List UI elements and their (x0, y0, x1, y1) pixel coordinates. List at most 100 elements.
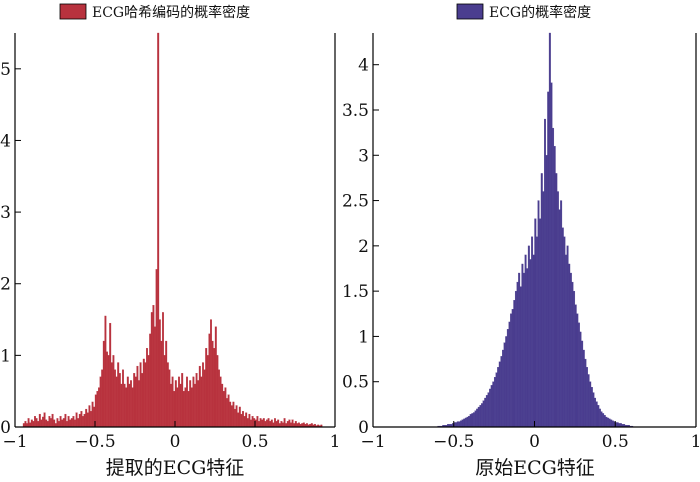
y-tick-label: 2.5 (342, 192, 369, 212)
histogram-bar (122, 369, 124, 428)
histogram-bar (603, 415, 606, 428)
histogram-bar (608, 418, 611, 428)
histogram-bar (474, 410, 477, 428)
histogram-bar (165, 340, 168, 428)
histogram-bar (210, 319, 212, 428)
y-tick-label: 5 (0, 60, 11, 80)
histogram-bar (565, 254, 567, 428)
legend-swatch (59, 3, 87, 20)
histogram-bar (154, 326, 156, 428)
x-tick-label: −1 (2, 432, 27, 452)
histogram-bar (144, 362, 147, 428)
histogram-bar (574, 304, 577, 428)
histogram-bar (506, 329, 509, 428)
histogram-bar (569, 272, 572, 428)
histogram-bar (238, 406, 241, 428)
histogram-bar (139, 362, 142, 428)
histogram-bar (222, 391, 225, 428)
histogram-bar (125, 387, 128, 428)
histogram-bar (298, 422, 300, 428)
histogram-bar (98, 387, 100, 428)
x-axis-label: 提取的ECG特征 (106, 457, 245, 479)
histogram-bar (117, 362, 120, 428)
histogram-bar (455, 422, 458, 428)
histogram-bar (607, 417, 609, 428)
y-tick-label: 3 (0, 203, 11, 223)
histogram-bar (460, 420, 462, 428)
histogram-bar (42, 416, 44, 428)
histogram-bar (162, 312, 164, 428)
histogram-bar (594, 397, 597, 428)
histogram-bar (133, 373, 136, 428)
left-chart: ECG哈希编码的概率密度 −1 −0.5 0 0.5 1 0 1 2 3 4 5 提取的ECG特征 (0, 3, 341, 479)
histogram-bar (189, 380, 192, 428)
y-tick-label: 0 (358, 418, 369, 438)
legend-swatch (456, 3, 484, 20)
histogram-bar (59, 416, 62, 428)
histogram-bar (24, 421, 27, 428)
histogram-bar (138, 380, 140, 428)
histogram-bar (489, 388, 492, 428)
histogram-bar (262, 418, 265, 428)
histogram-bar (521, 263, 524, 428)
histogram-bar (534, 218, 537, 428)
histogram-bar (157, 32, 160, 428)
histogram-bar (166, 362, 169, 428)
histogram-bar (595, 401, 598, 428)
histogram-bar (602, 413, 605, 428)
histogram-bar (497, 367, 500, 428)
histogram-bar (577, 322, 580, 428)
histogram-bar (584, 358, 587, 428)
histogram-bar (264, 421, 267, 428)
histogram-bar (548, 32, 551, 428)
histogram-bar (82, 416, 84, 428)
histogram-bar (272, 422, 275, 428)
x-tick-label: 0 (529, 432, 540, 452)
histogram-bar (131, 387, 134, 428)
histogram-bar (174, 380, 177, 428)
histogram-bar (45, 419, 48, 428)
histogram-bar (611, 420, 614, 428)
x-tick-label: −0.5 (433, 432, 474, 452)
histogram-bar (267, 418, 270, 428)
histogram-bar (561, 227, 564, 428)
histogram-bar (500, 356, 503, 428)
histogram-bar (516, 281, 519, 428)
histogram-bar (34, 416, 36, 428)
histogram-bar (102, 340, 105, 428)
histogram-bar (158, 319, 161, 428)
histogram-bar (245, 412, 248, 428)
histogram-bar (170, 383, 172, 428)
histogram-bar (261, 419, 264, 428)
histogram-bar (568, 263, 571, 428)
histogram-bar (192, 376, 195, 428)
histogram-bar (53, 419, 56, 428)
histogram-bar (258, 421, 260, 428)
histogram-bar (294, 421, 297, 428)
histogram-bar (524, 254, 527, 428)
histogram-bar (134, 376, 137, 428)
histogram-bar (526, 268, 529, 428)
histogram-bar (592, 392, 595, 428)
histogram-bar (141, 373, 144, 428)
histogram-bar (472, 412, 475, 428)
x-tick-label: 1 (330, 432, 341, 452)
histogram-bar (70, 418, 73, 428)
histogram-bar (150, 312, 153, 428)
histogram-bar (216, 355, 219, 428)
histogram-bar (88, 405, 91, 428)
histogram-bar (280, 421, 283, 428)
histogram-bar (600, 411, 603, 428)
histogram-bar (476, 408, 479, 428)
histogram-bar (590, 386, 593, 428)
histogram-bar (86, 412, 89, 428)
histogram-bar (246, 418, 249, 428)
histogram-bar (67, 416, 70, 428)
histogram-bar (40, 419, 43, 428)
histogram-bar (206, 355, 209, 428)
histogram-bar (251, 416, 254, 428)
histogram-bar (479, 405, 482, 428)
histogram-bar (552, 127, 555, 428)
histogram-bar (155, 269, 158, 428)
